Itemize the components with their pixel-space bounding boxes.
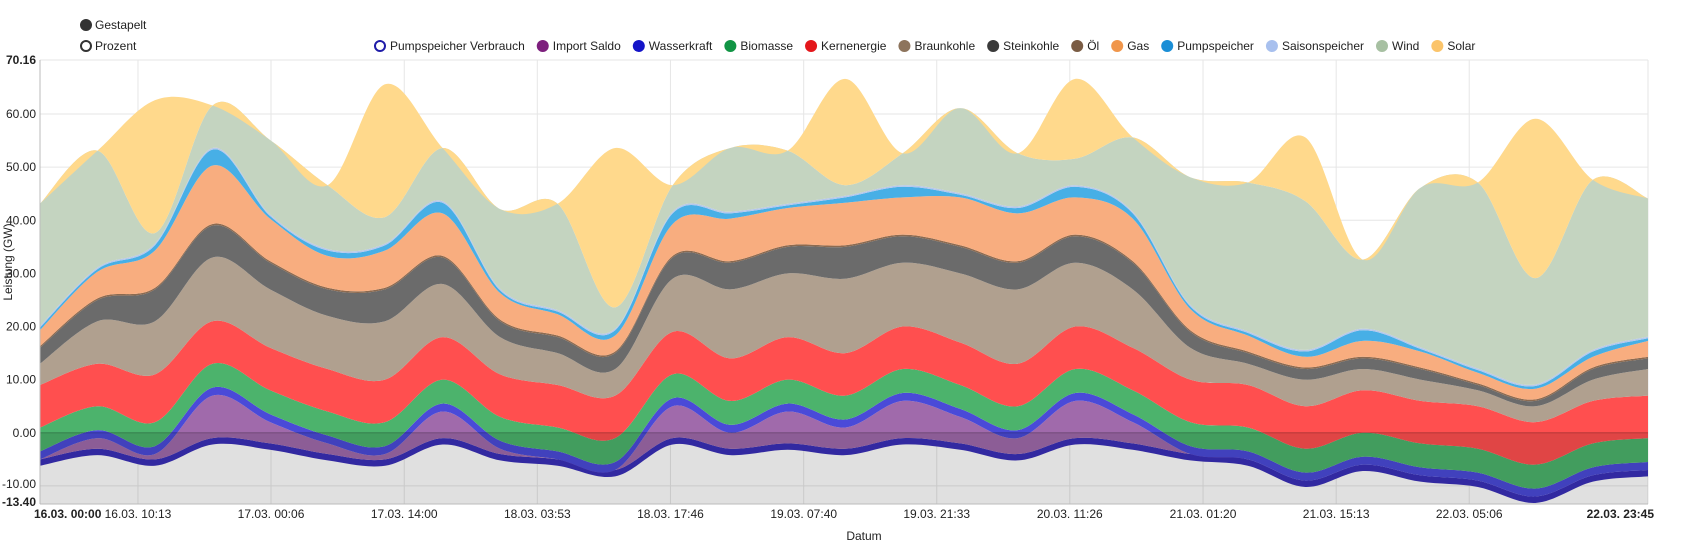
legend-swatch (1111, 40, 1124, 52)
x-tick-label: 21.03. 01:20 (1170, 507, 1237, 521)
mode-option-1[interactable]: Prozent (80, 39, 137, 53)
radio-selected-icon[interactable] (80, 19, 92, 31)
area-series-8 (40, 165, 1648, 400)
negative-region-shade (40, 432, 1648, 504)
legend-item[interactable]: Pumpspeicher Verbrauch (374, 39, 525, 53)
x-tick-label: 20.03. 11:26 (1037, 507, 1103, 521)
x-tick-label: 17.03. 00:06 (238, 507, 305, 521)
x-tick-label: 18.03. 17:46 (637, 507, 704, 521)
legend-label: Import Saldo (553, 39, 621, 53)
y-tick-label: -13.40 (2, 495, 36, 509)
x-tick-label: 19.03. 07:40 (770, 507, 837, 521)
legend-item[interactable]: Steinkohle (987, 39, 1060, 53)
legend-label: Gas (1127, 39, 1149, 53)
x-tick-label: 19.03. 21:33 (903, 507, 970, 521)
legend-label: Kernenergie (821, 39, 887, 53)
legend-swatch (724, 40, 737, 52)
area-series-11 (40, 101, 1648, 385)
legend-swatch (536, 40, 549, 52)
area-series-9 (40, 149, 1648, 390)
x-tick-label: 16.03. 00:00 (34, 507, 102, 521)
legend-item[interactable]: Gas (1111, 39, 1149, 53)
legend-swatch (1376, 40, 1388, 52)
chart-axes: 70.16 60.00 50.00 40.00 30.00 20.00 10.00 0.00 -… (1, 53, 1654, 543)
legend-item[interactable]: Saisonspeicher (1265, 39, 1364, 53)
x-tick-label: 21.03. 15:13 (1303, 507, 1370, 521)
area-series-6 (40, 225, 1648, 407)
legend-label: Biomasse (740, 39, 793, 53)
legend-label: Saisonspeicher (1282, 39, 1364, 53)
radio-empty-icon[interactable] (80, 40, 92, 52)
legend-item[interactable]: Braunkohle (898, 39, 975, 53)
area-series-0 (40, 437, 1648, 503)
legend-label: Steinkohle (1003, 39, 1059, 53)
x-tick-label: 22.03. 23:45 (1587, 507, 1655, 521)
legend-label: Wind (1392, 39, 1419, 53)
x-tick-label: 16.03. 10:13 (105, 507, 172, 521)
legend-swatch (1265, 40, 1278, 52)
legend-item[interactable]: Biomasse (724, 39, 793, 53)
y-tick-label: 0.00 (13, 426, 37, 440)
y-tick-label: 70.16 (6, 53, 36, 67)
legend-swatch (1161, 40, 1174, 52)
area-series-4 (40, 320, 1648, 465)
area-series-1 (40, 394, 1648, 497)
legend-label: Braunkohle (914, 39, 975, 53)
legend-item[interactable]: Kernenergie (805, 39, 887, 53)
legend-label: Solar (1447, 39, 1475, 53)
legend-label: Pumpspeicher Verbrauch (390, 39, 525, 53)
chart-legend: Pumpspeicher Verbrauch Import Saldo Wasser… (374, 39, 1475, 53)
y-tick-label: 30.00 (6, 266, 36, 280)
legend-swatch (1071, 40, 1084, 52)
y-tick-label: 20.00 (6, 320, 36, 334)
y-tick-label: 40.00 (6, 213, 36, 227)
legend-label: Wasserkraft (649, 39, 713, 53)
legend-swatch (632, 40, 645, 52)
area-series-12 (40, 78, 1648, 308)
area-series-3 (40, 362, 1648, 489)
area-series-5 (40, 256, 1648, 423)
legend-item[interactable]: Import Saldo (536, 39, 621, 53)
legend-item[interactable]: Solar (1431, 39, 1475, 53)
display-mode-selector: Gestapelt Prozent (80, 18, 147, 53)
area-series-2 (40, 386, 1648, 497)
legend-item[interactable]: Wasserkraft (632, 39, 713, 53)
mode-option-0[interactable]: Gestapelt (80, 18, 147, 32)
legend-label: Öl (1087, 39, 1099, 53)
y-tick-label: -10.00 (2, 477, 36, 491)
mode-label: Prozent (95, 39, 137, 53)
legend-swatch (805, 40, 818, 52)
y-tick-label: 50.00 (6, 160, 36, 174)
x-axis-title: Datum (846, 529, 881, 543)
x-tick-label: 17.03. 14:00 (371, 507, 438, 521)
x-tick-label: 22.03. 05:06 (1436, 507, 1503, 521)
mode-label: Gestapelt (95, 18, 147, 32)
legend-item[interactable]: Wind (1376, 39, 1419, 53)
y-tick-label: 10.00 (6, 373, 36, 387)
y-tick-label: 60.00 (6, 107, 36, 121)
legend-swatch (987, 40, 1000, 52)
legend-label: Pumpspeicher (1177, 39, 1254, 53)
chart-areas (40, 78, 1648, 504)
legend-swatch (898, 40, 911, 52)
legend-item[interactable]: Öl (1071, 39, 1099, 53)
x-tick-label: 18.03. 03:53 (504, 507, 571, 521)
legend-item[interactable]: Pumpspeicher (1161, 39, 1254, 53)
legend-swatch (374, 40, 386, 52)
y-axis-title: Leistung (GW) (1, 223, 15, 300)
legend-swatch (1431, 40, 1444, 52)
